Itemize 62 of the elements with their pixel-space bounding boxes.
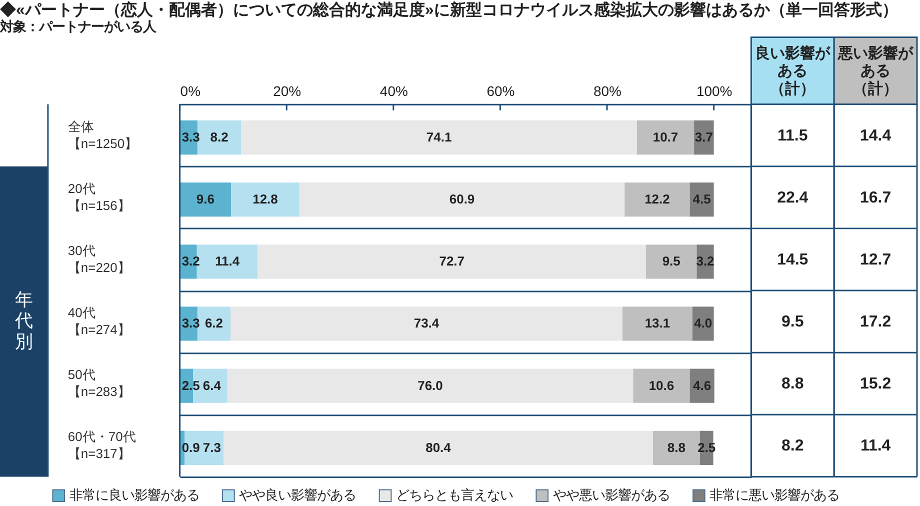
legend-label: やや悪い影響がある (552, 488, 670, 503)
data-label: 8.8 (667, 440, 686, 455)
legend-label: やや良い影響がある (239, 488, 356, 503)
data-label: 3.3 (182, 316, 200, 331)
data-label: 11.4 (860, 438, 891, 455)
data-label: 8.2 (210, 129, 228, 144)
legend-label: 非常に悪い影響がある (710, 488, 840, 503)
data-label: 12.2 (644, 192, 670, 207)
data-label: 13.1 (644, 316, 670, 331)
legend-label: 非常に良い影響がある (69, 488, 200, 503)
data-label: 14.5 (777, 251, 808, 268)
data-label: 14.4 (860, 127, 892, 144)
data-label: 11.5 (778, 127, 808, 144)
data-label: 17.2 (860, 314, 892, 331)
data-label: 72.7 (439, 254, 464, 269)
data-label: 4.5 (692, 192, 711, 207)
data-label: 12.7 (860, 251, 892, 268)
data-label: 3.2 (696, 254, 714, 269)
x-tick-label: 60% (486, 82, 515, 99)
data-label: 60.9 (449, 192, 475, 207)
data-label: 0.9 (182, 440, 200, 455)
data-label: 3.2 (182, 254, 200, 269)
data-label: 4.0 (694, 316, 712, 331)
data-label: 73.4 (414, 316, 440, 331)
data-label: 11.4 (215, 254, 240, 269)
text: 悪い影響がある（計） (837, 44, 914, 98)
data-label: 8.8 (782, 376, 804, 393)
chart-subtitle: 対象：パートナーがいる人 (0, 18, 157, 34)
chart-title: ◆«パートナー（恋人・配偶者）についての総合的な満足度»に新型コロナウイルス感染拡大の影響はあるか（単一回答形式） (0, 0, 898, 20)
data-label: 74.1 (426, 129, 452, 144)
data-label: 15.2 (860, 376, 892, 393)
data-label: 9.5 (782, 314, 804, 331)
data-label: 80.4 (426, 440, 452, 455)
text: 良い影響がある（計） (755, 44, 832, 98)
y-tick-label: 20代【n=156】 (68, 180, 130, 213)
data-label: 6.2 (204, 316, 223, 331)
y-tick-label: 全体【n=1250】 (68, 118, 138, 151)
y-tick-label: 60代・70代【n=317】 (68, 429, 136, 462)
data-label: 3.7 (694, 129, 713, 144)
data-label: 12.8 (252, 192, 278, 207)
data-label: 9.5 (662, 254, 680, 269)
y-tick-label: 50代【n=283】 (68, 367, 130, 400)
data-label: 76.0 (418, 378, 443, 393)
data-label: 9.6 (196, 192, 214, 207)
legend-label: どちらとも言えない (396, 488, 513, 503)
x-tick-label: 80% (594, 82, 622, 99)
x-tick-label: 20% (273, 82, 302, 99)
x-tick-label: 100% (696, 82, 732, 99)
data-label: 7.3 (202, 440, 221, 455)
y-tick-label: 40代【n=274】 (68, 305, 130, 338)
data-label: 22.4 (777, 189, 808, 206)
data-label: 10.7 (652, 129, 678, 144)
data-label: 16.7 (860, 189, 892, 206)
x-tick-label: 0% (180, 82, 201, 99)
y-tick-label: 30代【n=220】 (68, 242, 130, 275)
text: 年代別 (14, 290, 33, 352)
data-label: 8.2 (782, 438, 804, 455)
data-label: 10.6 (648, 378, 674, 393)
data-label: 3.3 (182, 129, 200, 144)
data-label: 4.6 (693, 378, 712, 393)
x-tick-label: 40% (380, 82, 408, 99)
data-label: 6.4 (202, 378, 222, 393)
